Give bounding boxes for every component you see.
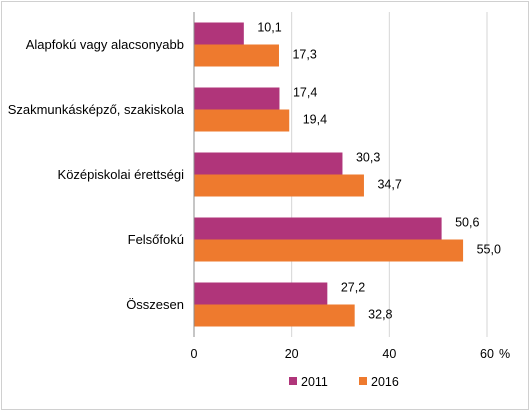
category-label: Szakmunkásképző, szakiskola	[8, 102, 185, 117]
value-label: 50,6	[455, 216, 479, 230]
value-label: 32,8	[368, 308, 392, 322]
legend-label: 2011	[301, 375, 328, 389]
value-label: 27,2	[341, 281, 365, 295]
legend-label: 2016	[371, 375, 399, 389]
bar-2016[interactable]	[194, 304, 355, 327]
x-axis-ticks: 0 20 40 60%	[191, 347, 511, 361]
legend-item-2016[interactable]: 2016	[359, 375, 399, 389]
legend-item-2011[interactable]: 2011	[289, 375, 328, 389]
bar-2011[interactable]	[194, 282, 328, 305]
value-labels: 10,1 17,3 17,4 19,4 30,3 34,7 50,6 55,0 27,232,8	[257, 21, 501, 322]
value-label: 17,4	[293, 86, 317, 100]
value-label: 19,4	[303, 113, 327, 127]
value-label: 17,3	[292, 48, 316, 62]
bars	[194, 22, 464, 327]
bar-2016[interactable]	[194, 239, 464, 262]
category-label: Összesen	[126, 297, 184, 312]
category-labels: Alapfokú vagy alacsonyabb Szakmunkásképző…	[8, 37, 185, 312]
bar-2011[interactable]	[194, 217, 442, 240]
bar-2016[interactable]	[194, 109, 290, 132]
tick-label: 20	[285, 347, 299, 361]
category-label: Felsőfokú	[128, 232, 184, 247]
value-label: 10,1	[257, 21, 281, 35]
value-label: 34,7	[377, 178, 401, 192]
x-unit-label: %	[499, 347, 510, 361]
legend-swatch	[359, 377, 367, 385]
legend[interactable]: 2011 2016	[289, 375, 399, 389]
category-label: Középiskolai érettségi	[58, 167, 185, 182]
bar-2011[interactable]	[194, 22, 244, 45]
value-label: 55,0	[477, 243, 501, 257]
bar-2011[interactable]	[194, 152, 343, 175]
legend-swatch	[289, 377, 297, 385]
bar-2016[interactable]	[194, 174, 364, 197]
value-label: 30,3	[356, 151, 380, 165]
tick-label: 60	[480, 347, 494, 361]
bar-2016[interactable]	[194, 44, 279, 67]
category-label: Alapfokú vagy alacsonyabb	[26, 37, 184, 52]
tick-label: 0	[191, 347, 198, 361]
bar-2011[interactable]	[194, 87, 280, 110]
tick-label: 40	[382, 347, 396, 361]
